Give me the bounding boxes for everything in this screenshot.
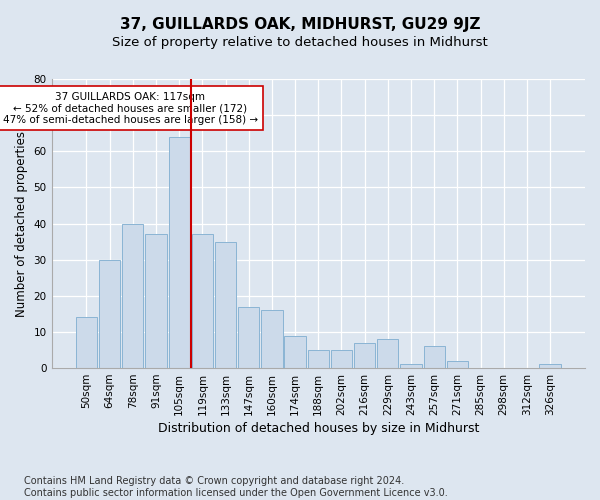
Y-axis label: Number of detached properties: Number of detached properties xyxy=(15,130,28,316)
Bar xyxy=(145,234,167,368)
Bar xyxy=(122,224,143,368)
Bar xyxy=(191,234,213,368)
Bar xyxy=(284,336,306,368)
Text: 37 GUILLARDS OAK: 117sqm
← 52% of detached houses are smaller (172)
47% of semi-: 37 GUILLARDS OAK: 117sqm ← 52% of detach… xyxy=(3,92,258,125)
Text: 37, GUILLARDS OAK, MIDHURST, GU29 9JZ: 37, GUILLARDS OAK, MIDHURST, GU29 9JZ xyxy=(120,18,480,32)
Text: Contains HM Land Registry data © Crown copyright and database right 2024.
Contai: Contains HM Land Registry data © Crown c… xyxy=(24,476,448,498)
Bar xyxy=(261,310,283,368)
Bar xyxy=(238,306,259,368)
Bar xyxy=(76,318,97,368)
Bar xyxy=(169,137,190,368)
Bar xyxy=(539,364,561,368)
Bar xyxy=(424,346,445,368)
Bar xyxy=(377,339,398,368)
Bar xyxy=(446,361,468,368)
Text: Size of property relative to detached houses in Midhurst: Size of property relative to detached ho… xyxy=(112,36,488,49)
Bar xyxy=(215,242,236,368)
Bar xyxy=(308,350,329,368)
Bar xyxy=(354,343,375,368)
X-axis label: Distribution of detached houses by size in Midhurst: Distribution of detached houses by size … xyxy=(158,422,479,435)
Bar xyxy=(99,260,120,368)
Bar xyxy=(331,350,352,368)
Bar xyxy=(400,364,422,368)
